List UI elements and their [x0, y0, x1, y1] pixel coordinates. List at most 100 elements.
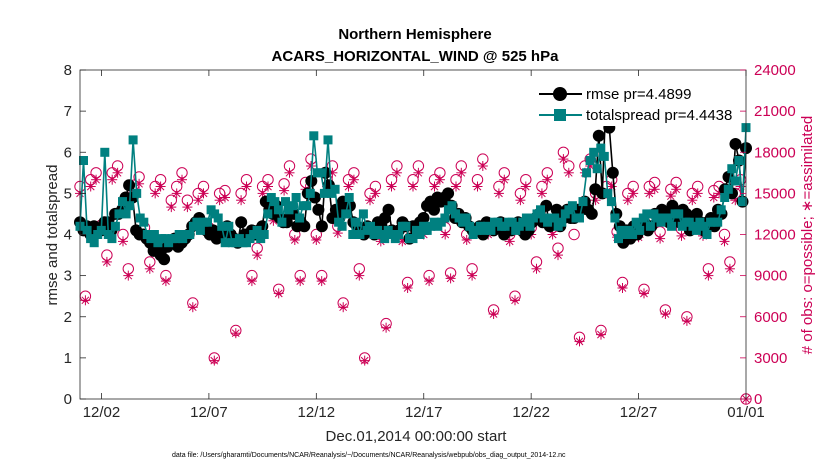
totalspread-point	[337, 221, 347, 231]
obs-assimilated-point	[692, 188, 703, 199]
obs-assimilated-point	[187, 302, 198, 313]
obs-assimilated-point	[391, 167, 402, 178]
totalspread-point	[738, 197, 747, 207]
obs-assimilated-point	[295, 276, 306, 287]
totalspread-point	[288, 201, 298, 211]
rmse-point	[428, 203, 440, 216]
totalspread-point	[720, 193, 730, 202]
obs-assimilated-point	[445, 273, 456, 284]
totalspread-point	[118, 197, 127, 207]
totalspread-point	[589, 147, 599, 157]
obs-assimilated-point	[644, 188, 655, 199]
totalspread-point	[316, 168, 326, 178]
totalspread-point	[716, 205, 726, 215]
totalspread-point	[465, 221, 475, 231]
obs-assimilated-point	[150, 188, 161, 199]
obs-assimilated-point	[687, 195, 698, 206]
totalspread-point	[217, 221, 227, 231]
data-file-footnote: data file: /Users/gharamti/Documents/NCA…	[172, 452, 566, 459]
totalspread-point	[107, 234, 117, 244]
y-left-tick-label: 2	[64, 309, 72, 326]
obs-assimilated-point	[263, 181, 273, 192]
obs-assimilated-point	[91, 174, 102, 185]
obs-assimilated-point	[424, 276, 435, 287]
obs-assimilated-point	[160, 276, 171, 287]
plot-area	[74, 96, 752, 405]
y-left-tick-label: 8	[64, 62, 72, 79]
obs-assimilated-point	[80, 295, 91, 306]
totalspread-point	[415, 230, 425, 239]
totalspread-point	[408, 234, 418, 244]
totalspread-point	[281, 197, 290, 207]
totalspread-point	[128, 135, 138, 145]
x-tick-label: 12/12	[298, 404, 336, 421]
y-right-tick-label: 6000	[754, 309, 787, 326]
x-axis-label: Dec.01,2014 00:00:00 start	[326, 428, 508, 445]
y-left-tick-label: 0	[64, 391, 72, 408]
obs-assimilated-series	[75, 154, 751, 404]
rmse-point	[606, 166, 619, 179]
totalspread-point	[195, 225, 205, 235]
obs-assimilated-point	[273, 288, 284, 299]
rmse-point	[298, 220, 311, 233]
totalspread-point	[351, 217, 361, 227]
obs-assimilated-point	[118, 236, 128, 247]
totalspread-point	[224, 221, 234, 231]
obs-assimilated-point	[101, 256, 112, 267]
obs-possible-point	[568, 228, 580, 241]
totalspread-point	[125, 201, 135, 211]
totalspread-point	[727, 164, 737, 174]
rmse-point	[729, 138, 742, 150]
rmse-point	[550, 203, 563, 216]
obs-assimilated-point	[574, 336, 585, 347]
obs-assimilated-point	[144, 263, 155, 274]
totalspread-point	[592, 164, 602, 174]
obs-assimilated-point	[193, 195, 204, 206]
obs-assimilated-point	[451, 181, 461, 192]
totalspread-point	[447, 201, 457, 211]
obs-assimilated-point	[252, 250, 263, 261]
legend-rmse-marker	[553, 87, 567, 101]
legend: rmse pr=4.4899 totalspread pr=4.4438	[536, 80, 732, 126]
obs-assimilated-point	[370, 188, 381, 199]
obs-assimilated-point	[171, 188, 182, 199]
totalspread-point	[440, 213, 450, 223]
chart-subtitle: ACARS_HORIZONTAL_WIND @ 525 hPa	[272, 48, 560, 65]
totalspread-point	[550, 213, 560, 223]
totalspread-point	[663, 213, 673, 223]
axis-ticks: 0 1 2 3 4 5 6 7 8 0 3000 6000 9000 12000 15000 18000 210…	[64, 62, 796, 421]
obs-assimilated-point	[488, 309, 499, 319]
totalspread-point	[291, 193, 301, 202]
totalspread-point	[341, 209, 351, 219]
obs-assimilated-point	[472, 181, 483, 192]
rmse-point	[442, 187, 455, 200]
x-tick-label: 12/17	[405, 404, 443, 421]
obs-assimilated-point	[676, 230, 687, 241]
y-axis-label-left: rmse and totalspread	[44, 165, 61, 306]
totalspread-point	[330, 184, 340, 194]
obs-assimilated-point	[408, 181, 418, 192]
obs-assimilated-point	[456, 167, 467, 178]
y-right-tick-label: 24000	[754, 62, 796, 79]
y-left-tick-label: 1	[64, 350, 72, 367]
totalspread-point	[642, 209, 652, 219]
totalspread-point	[213, 213, 223, 223]
obs-assimilated-point	[536, 188, 547, 199]
totalspread-point	[525, 221, 535, 231]
obs-assimilated-point	[241, 181, 252, 192]
y-right-tick-label: 3000	[754, 350, 787, 367]
totalspread-point	[114, 209, 124, 219]
rmse-point	[123, 179, 136, 192]
obs-assimilated-point	[655, 233, 666, 244]
totalspread-point	[355, 230, 365, 239]
totalspread-point	[323, 135, 333, 145]
totalspread-point	[252, 225, 262, 235]
obs-assimilated-point	[429, 181, 440, 192]
obs-assimilated-point	[671, 184, 682, 195]
obs-assimilated-point	[515, 195, 526, 206]
totalspread-point	[667, 221, 677, 231]
obs-assimilated-point	[708, 192, 719, 203]
totalspread-point	[305, 188, 315, 198]
legend-box	[536, 80, 724, 126]
y-right-tick-label: 0	[754, 391, 762, 408]
